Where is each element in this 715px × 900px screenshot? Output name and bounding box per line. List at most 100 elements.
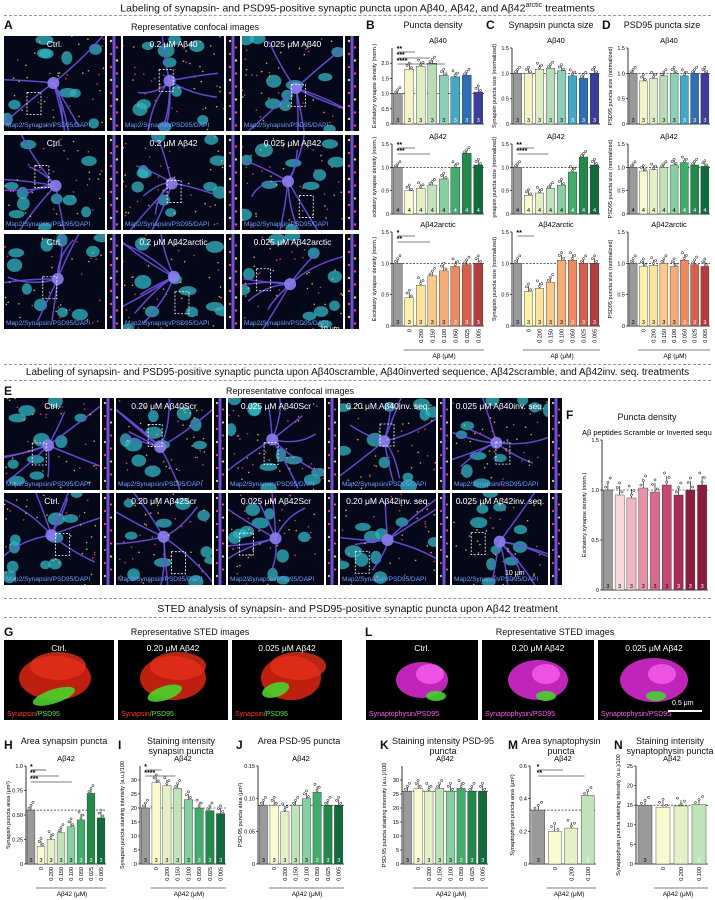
stain-label: Map2/Synapsin/PSD95/DAPI [454, 576, 539, 583]
data-point [538, 66, 541, 70]
data-point [444, 176, 448, 179]
data-point [481, 782, 484, 785]
data-point [421, 183, 425, 187]
bar [680, 75, 689, 125]
data-point [91, 784, 95, 787]
bar [649, 169, 658, 215]
data-point [647, 796, 650, 799]
y-tick-label: 0.6 [519, 764, 527, 770]
bar [661, 484, 672, 591]
panel-letter-b: B [366, 18, 375, 32]
n-label: 3 [305, 858, 308, 864]
micrograph-canvas [228, 398, 324, 490]
x-tick-label: 0.150 [549, 329, 555, 343]
n-label: 4 [419, 208, 422, 214]
data-point [606, 481, 610, 484]
y-tick-label: 0.5 [617, 189, 625, 195]
sted-image: 0.20 μM Aβ42 Synaptophysin/PSD95 [482, 640, 594, 720]
y-tick-label: 20 [627, 784, 633, 790]
y-tick-label: 1.5 [381, 76, 389, 82]
data-point [593, 158, 596, 161]
data-point [551, 273, 554, 276]
data-point [398, 160, 402, 164]
data-point [665, 803, 668, 807]
n-label: 3 [571, 118, 574, 124]
data-point [529, 70, 532, 74]
data-point [633, 254, 637, 258]
data-point [580, 260, 583, 263]
condition-label: 0.025 μM Aβ40 [263, 39, 322, 49]
data-point [163, 776, 167, 780]
confocal-image: 0.025 μM Aβ42 Map2/Synapsin/PSD95/DAPI [242, 135, 343, 230]
n-label: 3 [219, 858, 222, 864]
bar [258, 805, 268, 865]
bar [579, 156, 588, 215]
data-point [701, 795, 704, 798]
y-tick-label: 0 [20, 862, 23, 868]
n-label: 3 [431, 320, 434, 326]
zoom-strip [102, 493, 114, 585]
x-tick-label: 0 [527, 329, 533, 332]
panel-letter-g: G [4, 625, 14, 639]
data-point [529, 288, 532, 292]
y-tick-label: 0.15 [244, 764, 255, 770]
data-point [403, 787, 407, 791]
data-point [683, 799, 686, 803]
micrograph-canvas [4, 398, 100, 489]
data-point [658, 800, 661, 804]
data-point [221, 810, 225, 813]
data-point [67, 820, 71, 824]
n-label: 3 [630, 584, 633, 590]
zoom-strip-canvas [109, 234, 119, 329]
data-point [176, 782, 179, 785]
x-tick-label: 0.025 [89, 867, 95, 881]
data-point [533, 806, 537, 810]
data-point [536, 803, 540, 807]
x-tick-label: 0.005 [99, 867, 105, 881]
data-point [650, 162, 653, 166]
figure-title-top: Labeling of synapsin- and PSD95-positive… [120, 2, 595, 15]
significance-label: ** [537, 770, 543, 777]
x-tick-label: 0.100 [448, 867, 454, 881]
bar [413, 788, 423, 865]
data-point [152, 776, 156, 780]
y-tick-label: 0 [134, 862, 137, 868]
data-point [580, 154, 583, 158]
n-label: 3 [665, 584, 668, 590]
x-tick-label: 0.025 [326, 867, 332, 881]
y-tick-label: 5 [396, 848, 399, 854]
bar [183, 799, 193, 865]
data-point [281, 802, 285, 806]
confocal-image: 0.025 μM Aβ40inv. seq. Map2/Synapsin/PSD9… [452, 398, 548, 490]
data-point [315, 788, 319, 792]
zoom-strip [438, 493, 450, 585]
y-tick-label: 0 [596, 588, 599, 594]
y-tick-label: 30 [393, 778, 399, 784]
data-point [688, 476, 692, 480]
micrograph-canvas [123, 135, 224, 230]
data-point [674, 490, 678, 494]
data-point [419, 282, 423, 285]
data-point [313, 782, 317, 786]
n-label: 3 [431, 118, 434, 124]
chart-subtitle: Aβ42 [660, 132, 678, 141]
condition-label: Ctrl. [46, 39, 63, 49]
data-point [674, 70, 678, 74]
data-point [627, 484, 631, 488]
data-point [586, 789, 590, 792]
x-tick-label: 0.050 [79, 867, 85, 881]
data-point [693, 68, 696, 71]
y-tick-label: 0 [506, 324, 509, 330]
bar [650, 491, 660, 591]
data-point [440, 70, 443, 73]
x-tick-label: 0.200 [569, 867, 575, 881]
stain-synapsin: Synapsin [7, 711, 36, 718]
data-point [407, 288, 411, 292]
data-point [701, 260, 705, 264]
n-label: 3 [652, 118, 655, 124]
zoom-strip-canvas [228, 234, 238, 329]
data-point [285, 805, 289, 809]
data-point [644, 474, 647, 478]
condition-label: 0.20 μM Aβ40inv. seq. [346, 401, 430, 411]
data-point [529, 192, 532, 196]
